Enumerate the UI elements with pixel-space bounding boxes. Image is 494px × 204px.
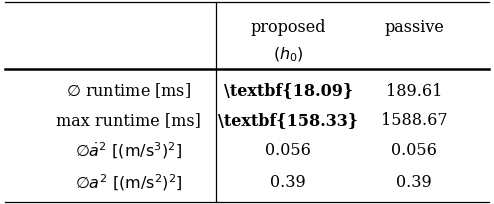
Text: $(h_0)$: $(h_0)$ bbox=[273, 46, 304, 64]
Text: 0.39: 0.39 bbox=[270, 174, 306, 192]
Text: 0.056: 0.056 bbox=[391, 142, 437, 160]
Text: 0.39: 0.39 bbox=[396, 174, 432, 192]
Text: 189.61: 189.61 bbox=[386, 82, 442, 100]
Text: \textbf{18.09}: \textbf{18.09} bbox=[224, 82, 353, 100]
Text: passive: passive bbox=[384, 19, 444, 35]
Text: $\varnothing a^2\ [(\mathrm{m/s}^2)^2]$: $\varnothing a^2\ [(\mathrm{m/s}^2)^2]$ bbox=[75, 173, 182, 193]
Text: 1588.67: 1588.67 bbox=[381, 112, 448, 130]
Text: $\varnothing$ runtime [ms]: $\varnothing$ runtime [ms] bbox=[66, 82, 191, 100]
Text: \textbf{158.33}: \textbf{158.33} bbox=[218, 112, 358, 130]
Text: proposed: proposed bbox=[250, 19, 326, 35]
Text: $\varnothing\dot{a}^2\ [(\mathrm{m/s}^3)^2]$: $\varnothing\dot{a}^2\ [(\mathrm{m/s}^3)… bbox=[75, 141, 182, 161]
Text: 0.056: 0.056 bbox=[265, 142, 311, 160]
Text: max runtime [ms]: max runtime [ms] bbox=[56, 112, 201, 130]
